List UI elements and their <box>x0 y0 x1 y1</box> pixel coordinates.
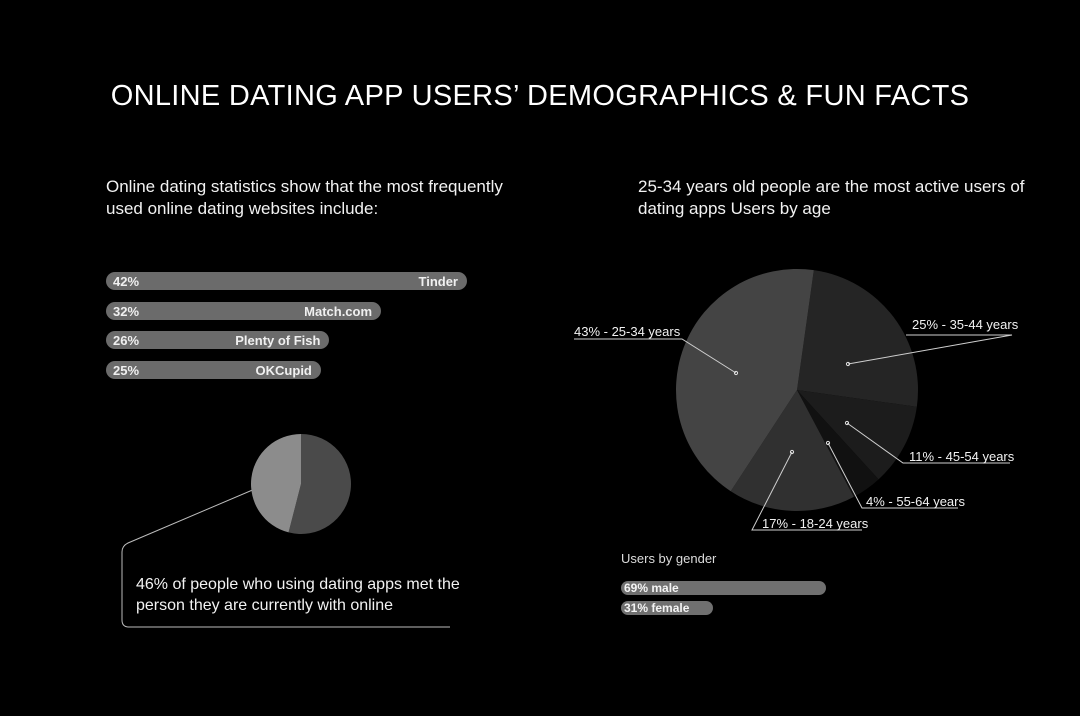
pie-label-4-55-64-years: 4% - 55-64 years <box>866 494 965 509</box>
pie-leader-dot <box>844 420 850 426</box>
pie-leader-line <box>846 422 1010 464</box>
pie-leader-line <box>751 451 862 531</box>
bar-value-label: 42% <box>113 274 140 289</box>
bar-value-label: 26% <box>113 333 140 349</box>
met-online-pie-chart <box>251 434 351 534</box>
pie-leader-line <box>847 334 1013 365</box>
bar-category-label: Tinder <box>418 274 459 289</box>
gender-bar-male: 69% male <box>621 581 826 595</box>
gender-bar-label: 31% female <box>624 601 690 615</box>
pie-leader-dot <box>733 370 739 376</box>
dating-sites-intro: Online dating statistics show that the m… <box>106 177 503 218</box>
bar-tinder: 42% Tinder <box>106 272 467 290</box>
pie-label-43-25-34-years: 43% - 25-34 years <box>574 324 681 339</box>
pie-leader-line <box>574 338 737 374</box>
pie-label-25-35-44-years: 25% - 35-44 years <box>912 317 1019 332</box>
pie-label-17-18-24-years: 17% - 18-24 years <box>762 516 869 531</box>
bar-plenty-of-fish: 26% Plenty of Fish <box>106 331 330 350</box>
pie-slice-met-online <box>251 434 301 533</box>
pie-leader-line <box>827 442 958 509</box>
met-online-fact: 46% of people who using dating apps met … <box>136 576 460 614</box>
page-title: ONLINE DATING APP USERS’ DEMOGRAPHICS & … <box>110 80 970 112</box>
pie-slice-4-55-64-years <box>797 390 879 497</box>
pie-slice-25-35-44-years <box>797 270 918 407</box>
gender-bar-label: 69% male <box>624 581 679 595</box>
pie-leader-dot <box>825 440 831 446</box>
pie-label-11-45-54-years: 11% - 45-54 years <box>909 449 1015 464</box>
pie-slice-11-45-54-years <box>797 390 917 480</box>
bar-match-com: 32% Match.com <box>106 301 382 320</box>
bar-category-label: OKCupid <box>255 363 312 379</box>
gender-chart-title: Users by gender <box>621 551 717 566</box>
age-intro: 25-34 years old people are the most acti… <box>638 177 1025 218</box>
pie-slice-other <box>288 434 351 534</box>
bar-value-label: 25% <box>113 363 140 379</box>
bar-category-label: Plenty of Fish <box>235 333 321 349</box>
callout-path <box>121 479 450 628</box>
pie-leader-dot <box>845 361 851 367</box>
bar-value-label: 32% <box>113 303 140 319</box>
pie-slice-43-25-34-years <box>676 269 814 492</box>
pie-leader-dot <box>789 449 795 455</box>
gender-bar-female: 31% female <box>621 601 714 615</box>
bar-okcupid: 25% OKCupid <box>106 361 321 380</box>
bar-category-label: Match.com <box>304 303 373 319</box>
